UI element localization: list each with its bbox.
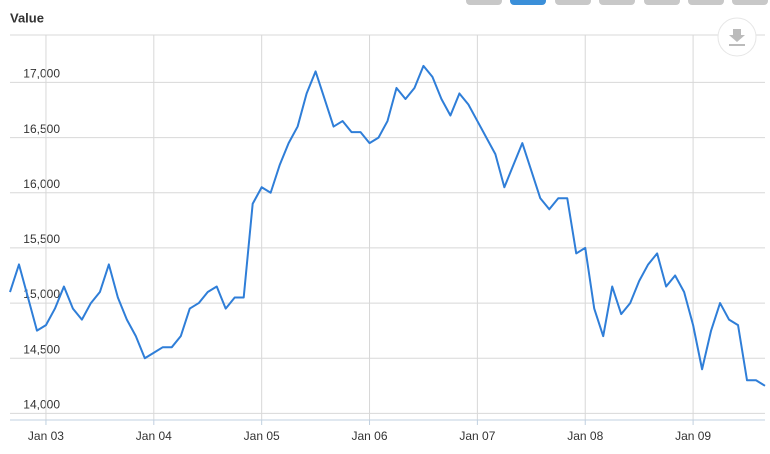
y-tick-label: 14,000 (23, 398, 60, 412)
data-line (9, 64, 766, 387)
range-button[interactable] (732, 0, 768, 5)
x-tick-label: Jan 04 (136, 429, 172, 443)
y-axis-title: Value (10, 10, 44, 25)
x-tick-label: Jan 06 (352, 429, 388, 443)
x-tick-label: Jan 08 (567, 429, 603, 443)
y-tick-label: 17,000 (23, 67, 60, 81)
x-tick-label: Jan 05 (244, 429, 280, 443)
toolbar (466, 0, 768, 5)
x-tick-label: Jan 03 (28, 429, 64, 443)
export-button[interactable] (717, 17, 757, 57)
range-button[interactable] (555, 0, 591, 5)
y-tick-label: 16,500 (23, 122, 60, 136)
y-tick-label: 16,000 (23, 177, 60, 191)
range-button[interactable] (510, 0, 546, 5)
x-tick-label: Jan 07 (459, 429, 495, 443)
y-tick-label: 14,500 (23, 342, 60, 356)
range-button[interactable] (644, 0, 680, 5)
plot-area: 14,000 14,500 15,000 15,500 16,000 16,500 17,0… (9, 34, 766, 443)
x-tick-label: Jan 09 (675, 429, 711, 443)
range-button[interactable] (466, 0, 502, 5)
range-button[interactable] (688, 0, 724, 5)
range-button[interactable] (599, 0, 635, 5)
y-tick-label: 15,500 (23, 232, 60, 246)
y-tick-label: 15,000 (23, 287, 60, 301)
